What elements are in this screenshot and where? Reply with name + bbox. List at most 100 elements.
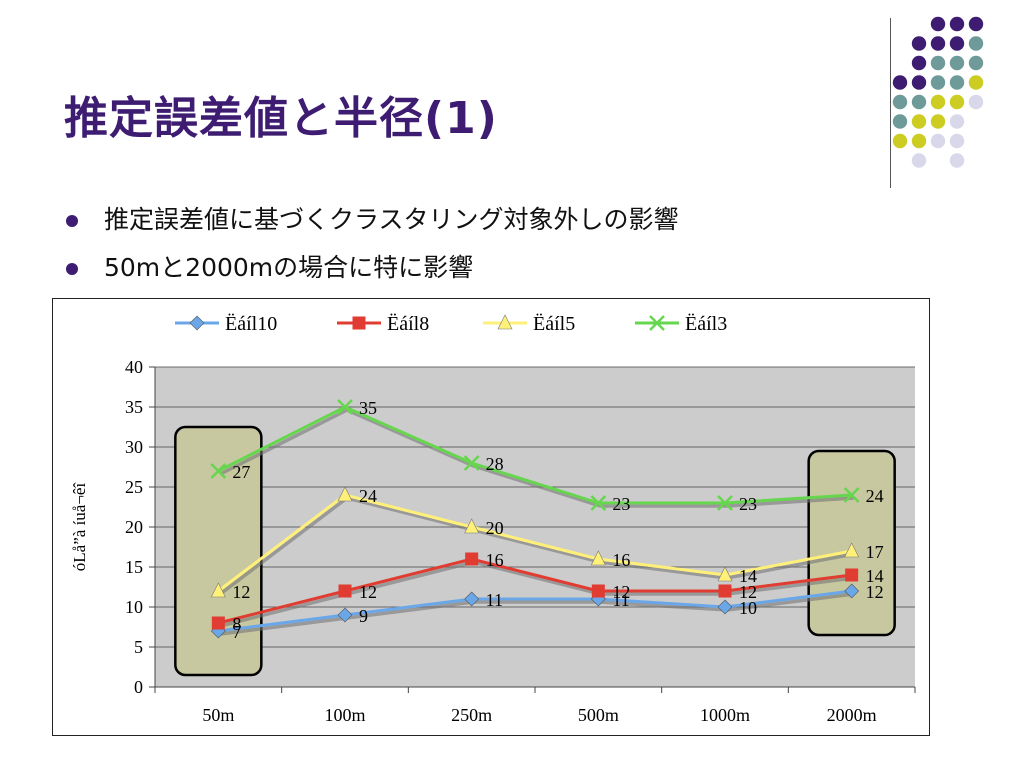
point [649,315,665,331]
point-stroke [590,495,607,511]
point [337,607,353,623]
point [844,542,860,558]
legend-item: Ëáíl3 [635,312,727,335]
point [464,518,480,534]
point-stroke [337,399,353,415]
point [211,616,225,630]
data-label: 35 [359,398,377,418]
data-label: 27 [232,462,250,482]
y-axis-label: óLå”à íuå¬êî [70,482,89,572]
y-tick-label: 5 [134,637,143,657]
data-label: 12 [739,582,757,602]
point [338,584,352,598]
x-tick-label: 2000m [827,705,877,725]
x-tick-label: 100m [324,705,365,725]
point [463,455,480,471]
data-label: 24 [359,486,377,506]
series-line [217,557,852,625]
dot-icon [968,36,984,51]
dot-icon [911,75,927,90]
y-tick-label: 40 [125,357,143,377]
x-tick-label: 250m [451,705,492,725]
point-stroke [843,487,860,503]
dot-icon [892,94,908,110]
dot-icon [968,55,984,71]
divider-line [890,18,891,188]
dot-icon [949,36,965,51]
bullet-dot-icon [66,263,78,275]
y-tick-label: 35 [125,397,143,417]
y-tick-label: 15 [125,557,143,577]
point [464,591,480,607]
dot-icon [911,153,927,168]
dot-icon [949,133,965,149]
dot-icon [911,114,927,129]
data-label: 17 [866,542,884,562]
dot-icon [949,114,965,129]
dot-icon [911,133,927,149]
data-label: 28 [486,454,504,474]
dot-icon [911,94,927,110]
data-label: 12 [612,582,630,602]
x-tick-label: 1000m [700,705,750,725]
data-label: 16 [612,550,630,570]
data-label: 12 [866,582,884,602]
data-label: 14 [739,566,757,586]
data-label: 7 [232,622,241,642]
dot-icon [930,94,946,110]
dot-icon [949,55,965,71]
point-stroke [463,455,480,471]
legend-label: Ëáíl5 [533,312,575,335]
dot-icon [911,55,927,71]
dot-icon [930,55,946,71]
x-tick-label: 50m [202,705,234,725]
point [189,315,205,331]
y-tick-label: 10 [125,597,143,617]
data-label: 12 [232,582,250,602]
series-2: 12 24 20 16 14 17 [210,486,884,602]
slide-title: 推定誤差値と半径(1) [64,93,498,144]
legend-item: Ëáíl8 [337,312,429,335]
data-label: 10 [739,598,757,618]
point [352,316,366,330]
data-label: 16 [486,550,504,570]
y-tick-label: 25 [125,477,143,497]
series-line [217,405,852,505]
dot-icon [892,75,908,90]
dot-icon [949,75,965,90]
bullet-item: 50mと2000mの場合に特に影響 [60,244,679,292]
series-line [217,493,852,593]
point [845,568,859,582]
series-shadow [220,592,854,636]
point [717,599,733,615]
legend-label: Ëáíl10 [225,312,277,335]
line-chart: 0 5 10 15 20 25 30 35 40 50m 100m 250m 500m 1000m 2000… [70,312,916,725]
data-label: 8 [232,614,241,634]
chart-frame: 0 5 10 15 20 25 30 35 40 50m 100m 250m 500m 1000m 2000… [52,298,930,736]
dot-icon [949,153,965,168]
y-tick-label: 0 [134,677,143,697]
bullet-text: 推定誤差値に基づくクラスタリング対象外しの影響 [104,205,679,234]
bullet-dot-icon [66,215,78,227]
data-label: 12 [359,582,377,602]
point [210,463,227,479]
dot-icon [930,75,946,90]
legend-item: Ëáíl5 [483,312,575,335]
dot-icon [949,16,965,32]
series-3: 27 35 28 23 23 24 [210,398,884,514]
data-label: 11 [486,590,503,610]
data-label: 9 [359,606,368,626]
data-label: 24 [866,486,884,506]
series-shadow [219,408,854,508]
dot-icon [892,114,908,129]
point-stroke [717,495,733,511]
x-tick-label: 500m [578,705,619,725]
dot-icon [949,94,965,110]
bullet-text: 50mと2000mの場合に特に影響 [104,253,474,282]
point [337,486,353,502]
point [843,487,860,503]
point [465,552,479,566]
series-line [218,589,852,633]
